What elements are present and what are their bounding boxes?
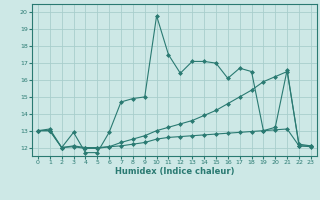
X-axis label: Humidex (Indice chaleur): Humidex (Indice chaleur)	[115, 167, 234, 176]
